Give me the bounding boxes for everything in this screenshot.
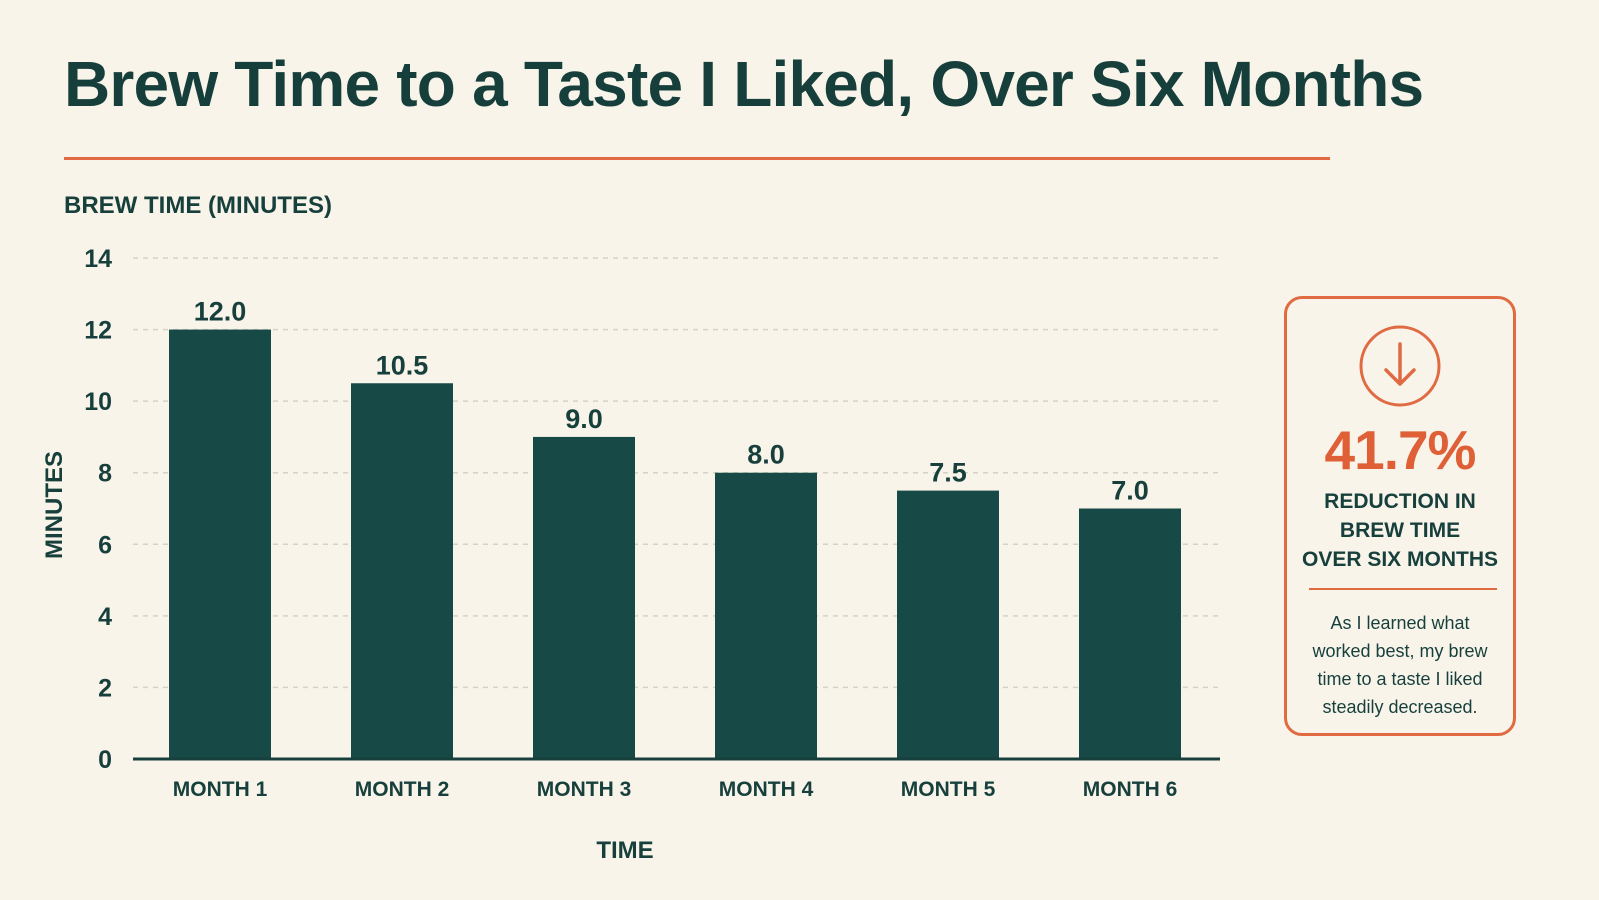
chart-title: Brew Time to a Taste I Liked, Over Six M… — [64, 48, 1424, 120]
bar-value-labels: 12.0 10.5 9.0 8.0 7.5 7.0 — [194, 297, 1149, 506]
category-label-4: MONTH 4 — [719, 778, 814, 801]
x-axis-title: TIME — [596, 837, 653, 864]
title-divider — [64, 157, 1330, 160]
y-tick-label: 2 — [98, 674, 112, 702]
callout-note: As I learned what worked best, my brew t… — [1312, 613, 1488, 717]
bar-3 — [533, 436, 635, 759]
down-arrow-circle-icon — [1359, 325, 1441, 407]
value-label-4: 8.0 — [747, 440, 785, 470]
value-label-6: 7.0 — [1111, 476, 1149, 506]
value-label-3: 9.0 — [565, 404, 603, 434]
y-tick-label: 0 — [98, 746, 112, 774]
bar-5 — [897, 490, 999, 759]
bar-6 — [1079, 508, 1181, 759]
callout-divider — [1309, 588, 1497, 590]
y-tick-label: 12 — [84, 317, 112, 345]
grid-lines — [133, 257, 1220, 689]
bars — [169, 329, 1181, 759]
y-tick-label: 10 — [84, 388, 112, 416]
y-tick-label: 6 — [98, 531, 112, 559]
category-label-5: MONTH 5 — [901, 778, 996, 801]
y-axis-title: BREW TIME (MINUTES) — [64, 192, 332, 219]
category-label-3: MONTH 3 — [537, 778, 632, 801]
vertical-axis-label: MINUTES — [41, 451, 68, 559]
summary-callout: 41.7% REDUCTION IN BREW TIME OVER SIX MO… — [1284, 296, 1516, 736]
reduction-percentage: 41.7% — [1324, 419, 1477, 481]
category-label-1: MONTH 1 — [173, 778, 268, 801]
value-label-2: 10.5 — [376, 350, 429, 380]
bar-2 — [351, 383, 453, 759]
x-axis-categories: MONTH 1 MONTH 2 MONTH 3 MONTH 4 MONTH 5 MONTH… — [173, 778, 1178, 801]
bar-1 — [169, 329, 271, 759]
value-label-5: 7.5 — [929, 458, 967, 488]
y-tick-label: 14 — [84, 245, 112, 273]
category-label-6: MONTH 6 — [1083, 778, 1178, 801]
value-label-1: 12.0 — [194, 297, 247, 327]
y-axis-ticks: 0 2 4 6 8 10 12 14 — [84, 245, 112, 774]
bar-4 — [715, 472, 817, 759]
y-tick-label: 4 — [98, 603, 112, 631]
y-tick-label: 8 — [98, 460, 112, 488]
reduction-label: REDUCTION IN BREW TIME OVER SIX MONTHS — [1301, 490, 1499, 571]
category-label-2: MONTH 2 — [355, 778, 450, 801]
